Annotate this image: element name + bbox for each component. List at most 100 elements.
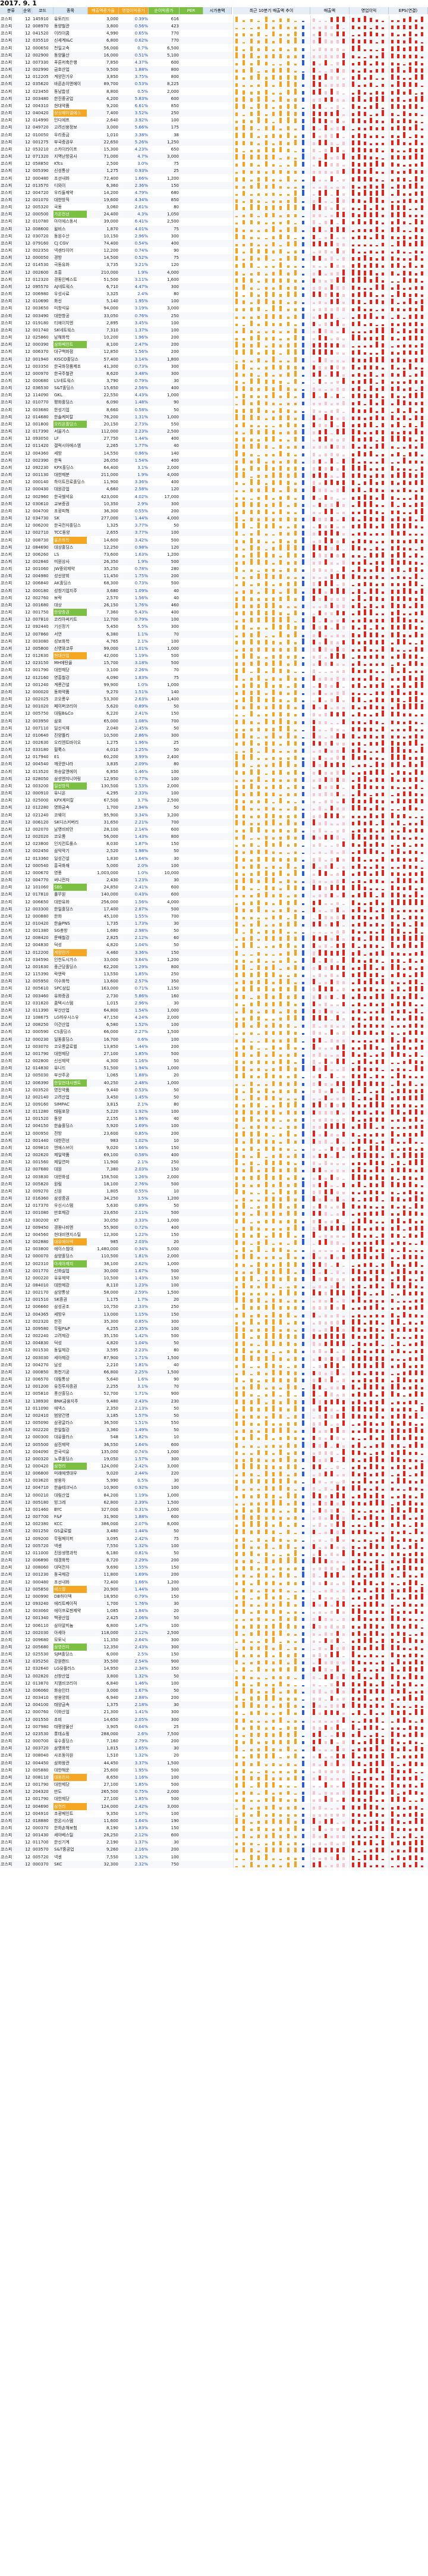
cell-mkt: 코스피 — [1, 581, 12, 586]
spark-bar — [376, 49, 378, 51]
spark-bar — [272, 179, 275, 181]
spark-bar — [331, 628, 333, 630]
spark-bar — [397, 531, 399, 536]
spark-bar — [336, 571, 339, 572]
spark-bar — [331, 365, 333, 370]
spark-bar — [235, 338, 238, 341]
spark-bar — [382, 162, 384, 167]
spark-bar — [342, 17, 345, 22]
spark-bar — [352, 334, 354, 341]
spark-bar — [342, 670, 345, 674]
table-row: 코스피 12 058850 KTcs 2,500 3.0% 75 — [0, 160, 428, 168]
row-sparkline — [233, 703, 310, 710]
spark-bar — [382, 639, 384, 644]
spark-bar — [287, 669, 289, 674]
spark-bar — [301, 531, 304, 536]
spark-bar — [342, 743, 345, 746]
spark-bar — [352, 424, 354, 427]
spark-bar — [294, 913, 297, 919]
spark-bar — [415, 134, 417, 138]
spark-bar — [415, 681, 417, 688]
spark-bar — [415, 509, 417, 514]
spark-bar — [336, 691, 339, 695]
cell-name: 영풍 — [54, 870, 62, 875]
spark-bar — [257, 396, 260, 399]
row-sparkline — [389, 609, 428, 616]
row-sparkline — [233, 449, 310, 457]
spark-bar — [421, 392, 423, 399]
spark-bar — [342, 729, 345, 731]
spark-bar — [382, 869, 384, 876]
row-sparkline — [389, 312, 428, 320]
spark-bar — [325, 411, 327, 413]
spark-bar — [397, 638, 399, 644]
spark-bar — [331, 741, 333, 746]
spark-bar — [331, 597, 333, 601]
spark-bar — [342, 149, 345, 152]
row-sparkline — [310, 268, 350, 276]
spark-bar — [257, 838, 260, 840]
cell-c: 100 — [171, 791, 179, 796]
spark-bar — [352, 189, 354, 196]
spark-bar — [331, 55, 333, 58]
spark-bar — [415, 314, 417, 319]
spark-bar — [294, 186, 297, 189]
spark-bar — [331, 163, 333, 167]
spark-bar — [235, 562, 238, 565]
cell-b: 3.52% — [134, 111, 148, 116]
spark-bar — [319, 793, 321, 797]
row-sparkline — [310, 254, 350, 262]
spark-bar — [364, 849, 366, 855]
spark-bar — [313, 89, 315, 95]
cell-name: 한솔케미칼 — [54, 414, 74, 420]
spark-bar — [376, 697, 378, 703]
cell-name: 티에이치엔 — [54, 320, 74, 325]
spark-bar — [421, 236, 423, 239]
cell-no: 12 — [25, 132, 30, 137]
spark-bar — [421, 220, 423, 225]
cell-b: 3.34% — [134, 812, 148, 818]
cell-a: 72,400 — [103, 176, 119, 181]
table-row: 코스피 12 019180 티에이치엔 2,895 3.45% 100 — [0, 319, 428, 327]
spark-bar — [265, 820, 268, 825]
spark-bar — [352, 177, 354, 181]
spark-bar — [342, 302, 345, 305]
spark-bar — [257, 90, 260, 95]
cell-a: 6,090 — [106, 400, 118, 405]
cell-code: 041520 — [33, 31, 49, 36]
cell-c: 2,000 — [166, 465, 179, 470]
spark-bar — [397, 809, 399, 811]
row-sparkline — [389, 218, 428, 226]
row-sparkline — [350, 898, 389, 906]
spark-bar — [336, 696, 339, 703]
spark-bar — [301, 859, 304, 862]
spark-bar — [376, 120, 378, 124]
spark-bar — [331, 359, 333, 362]
cell-no: 12 — [25, 516, 30, 521]
spark-bar — [250, 864, 253, 869]
cell-mkt: 코스피 — [1, 537, 12, 543]
cell-c: 100 — [171, 617, 179, 622]
spark-bar — [313, 907, 315, 912]
row-sparkline — [389, 232, 428, 240]
spark-bar — [313, 286, 315, 290]
cell-name: KPX홀딩스 — [54, 465, 74, 470]
row-sparkline — [350, 435, 389, 443]
spark-bar — [342, 294, 345, 298]
spark-bar — [243, 154, 246, 160]
cell-a: 1,010 — [106, 132, 118, 137]
spark-bar — [342, 769, 345, 775]
spark-bar — [397, 510, 399, 514]
spark-bar — [265, 206, 268, 211]
spark-bar — [364, 656, 366, 659]
spark-bar — [382, 223, 384, 225]
spark-bar — [265, 314, 268, 319]
spark-bar — [409, 899, 411, 905]
table-row: 코스피 12 013360 일성건설 1,830 1.64% 30 — [0, 855, 428, 862]
row-sparkline — [233, 688, 310, 696]
cell-no: 12 — [25, 240, 30, 246]
cell-mkt: 코스피 — [1, 356, 12, 362]
spark-bar — [257, 323, 260, 326]
cell-b: 2.23% — [134, 429, 148, 434]
spark-bar — [358, 229, 360, 232]
